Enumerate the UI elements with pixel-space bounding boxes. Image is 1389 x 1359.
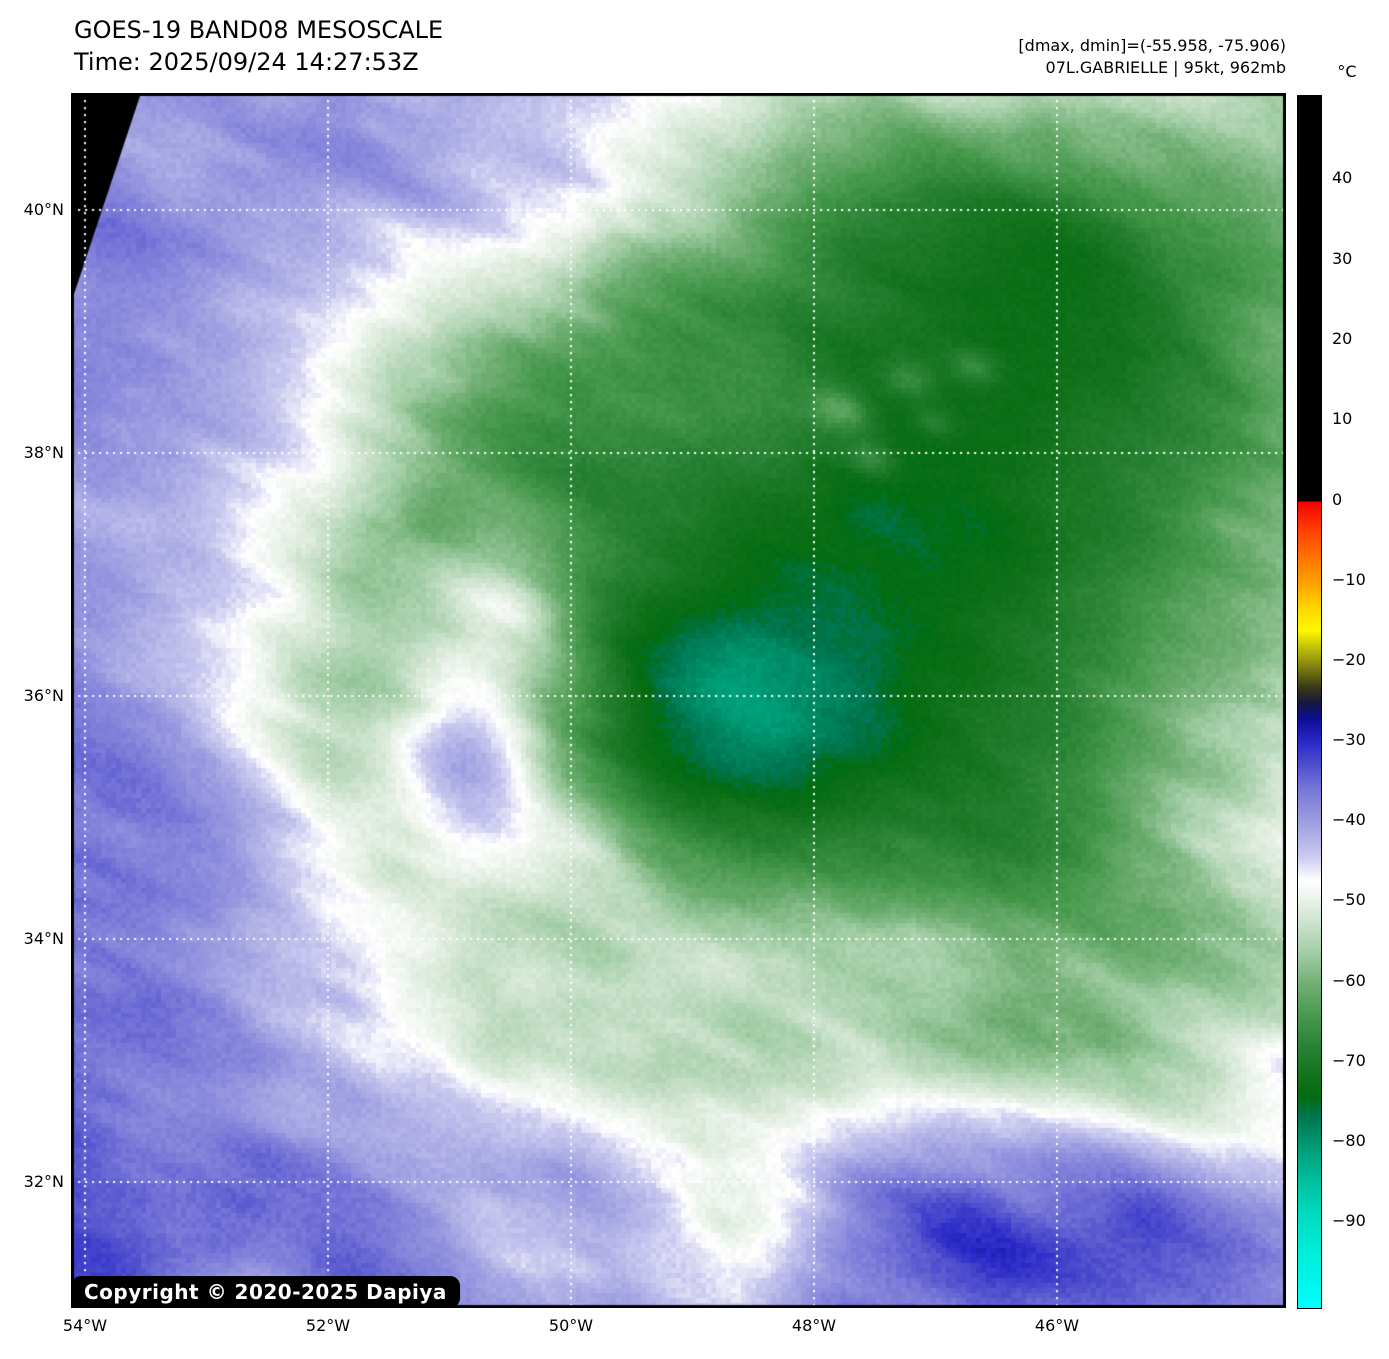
colorbar-tick-label: −60 xyxy=(1332,971,1366,990)
colorbar-tick-label: −40 xyxy=(1332,810,1366,829)
lon-tick-label: 50°W xyxy=(548,1316,594,1335)
lon-tick-label: 46°W xyxy=(1034,1316,1080,1335)
colorbar-tick-label: 40 xyxy=(1332,168,1353,187)
storm-info-label: 07L.GABRIELLE | 95kt, 962mb xyxy=(1045,58,1286,77)
colorbar-tick-label: −70 xyxy=(1332,1051,1366,1070)
colorbar-tick-label: 20 xyxy=(1332,329,1353,348)
lat-tick-label: 40°N xyxy=(23,200,64,219)
lat-tick-label: 36°N xyxy=(23,686,64,705)
colorbar-tick-label: −30 xyxy=(1332,730,1366,749)
lon-tick-label: 54°W xyxy=(62,1316,108,1335)
colorbar-unit-label: °C xyxy=(1337,62,1357,81)
satellite-imagery-canvas xyxy=(71,93,1286,1308)
copyright-badge: Copyright © 2020-2025 Dapiya xyxy=(71,1276,460,1308)
page-title: GOES-19 BAND08 MESOSCALE xyxy=(74,16,444,44)
colorbar-tick-label: −90 xyxy=(1332,1211,1366,1230)
lon-tick-label: 48°W xyxy=(791,1316,837,1335)
colorbar-tick-label: −20 xyxy=(1332,650,1366,669)
copyright-text: Copyright © 2020-2025 Dapiya xyxy=(84,1280,447,1304)
colorbar-tick-label: 0 xyxy=(1332,490,1343,509)
colorbar-tick-label: −80 xyxy=(1332,1131,1366,1150)
lat-tick-label: 38°N xyxy=(23,443,64,462)
colorbar-tick-label: 10 xyxy=(1332,409,1353,428)
lon-tick-label: 52°W xyxy=(305,1316,351,1335)
colorbar-tick-label: 30 xyxy=(1332,249,1353,268)
colorbar-tick-label: −50 xyxy=(1332,890,1366,909)
dmax-dmin-label: [dmax, dmin]=(-55.958, -75.906) xyxy=(1018,36,1286,55)
lat-tick-label: 34°N xyxy=(23,929,64,948)
colorbar-tick-label: −10 xyxy=(1332,570,1366,589)
satellite-map-panel xyxy=(71,93,1286,1308)
timestamp-label: Time: 2025/09/24 14:27:53Z xyxy=(74,48,419,76)
temperature-colorbar xyxy=(1297,95,1322,1309)
lat-tick-label: 32°N xyxy=(23,1172,64,1191)
